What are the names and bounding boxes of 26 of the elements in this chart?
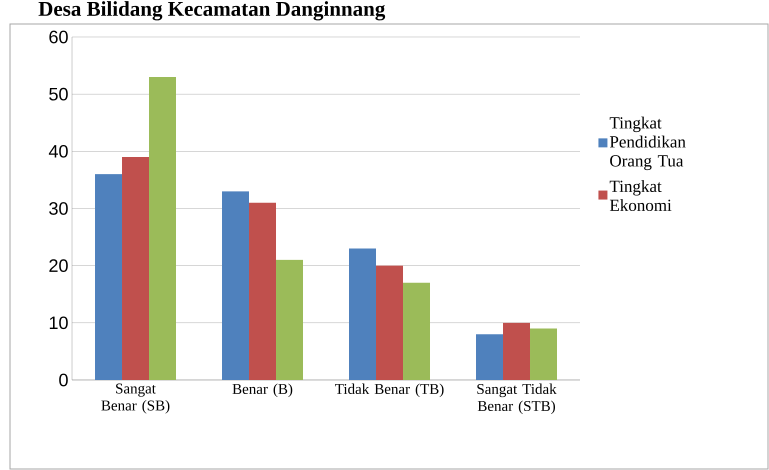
legend-label: Tingkat Pendidikan Orang Tua	[610, 116, 686, 170]
bar	[376, 266, 404, 380]
y-tick-label: 40	[48, 144, 68, 158]
y-tick-label: 0	[59, 374, 68, 386]
bar	[249, 202, 276, 380]
bar	[503, 322, 530, 380]
legend-label: Tingkat Ekonomi	[610, 180, 672, 212]
bar	[276, 260, 304, 380]
bar	[222, 191, 250, 380]
y-tick-label: 20	[49, 259, 68, 272]
y-tick-label: 30	[49, 202, 68, 215]
bar	[530, 328, 558, 380]
y-tick-label: 50	[49, 88, 68, 101]
chart-title: Desa Bilidang Kecamatan Danginnang	[38, 1, 386, 20]
bar	[122, 157, 150, 380]
y-tick-label: 60	[49, 30, 68, 44]
bar	[149, 77, 176, 380]
bar	[95, 174, 122, 380]
bar	[403, 282, 430, 380]
x-tick-label: Tidak Benar (TB)	[335, 384, 444, 398]
x-tick-label: Sangat Benar (SB)	[101, 384, 170, 414]
x-tick-label: Benar (B)	[232, 384, 292, 398]
bar	[349, 248, 376, 380]
bar	[476, 334, 504, 380]
y-tick-label: 10	[50, 316, 68, 330]
x-tick-label: Sangat Tidak Benar (STB)	[477, 384, 557, 414]
